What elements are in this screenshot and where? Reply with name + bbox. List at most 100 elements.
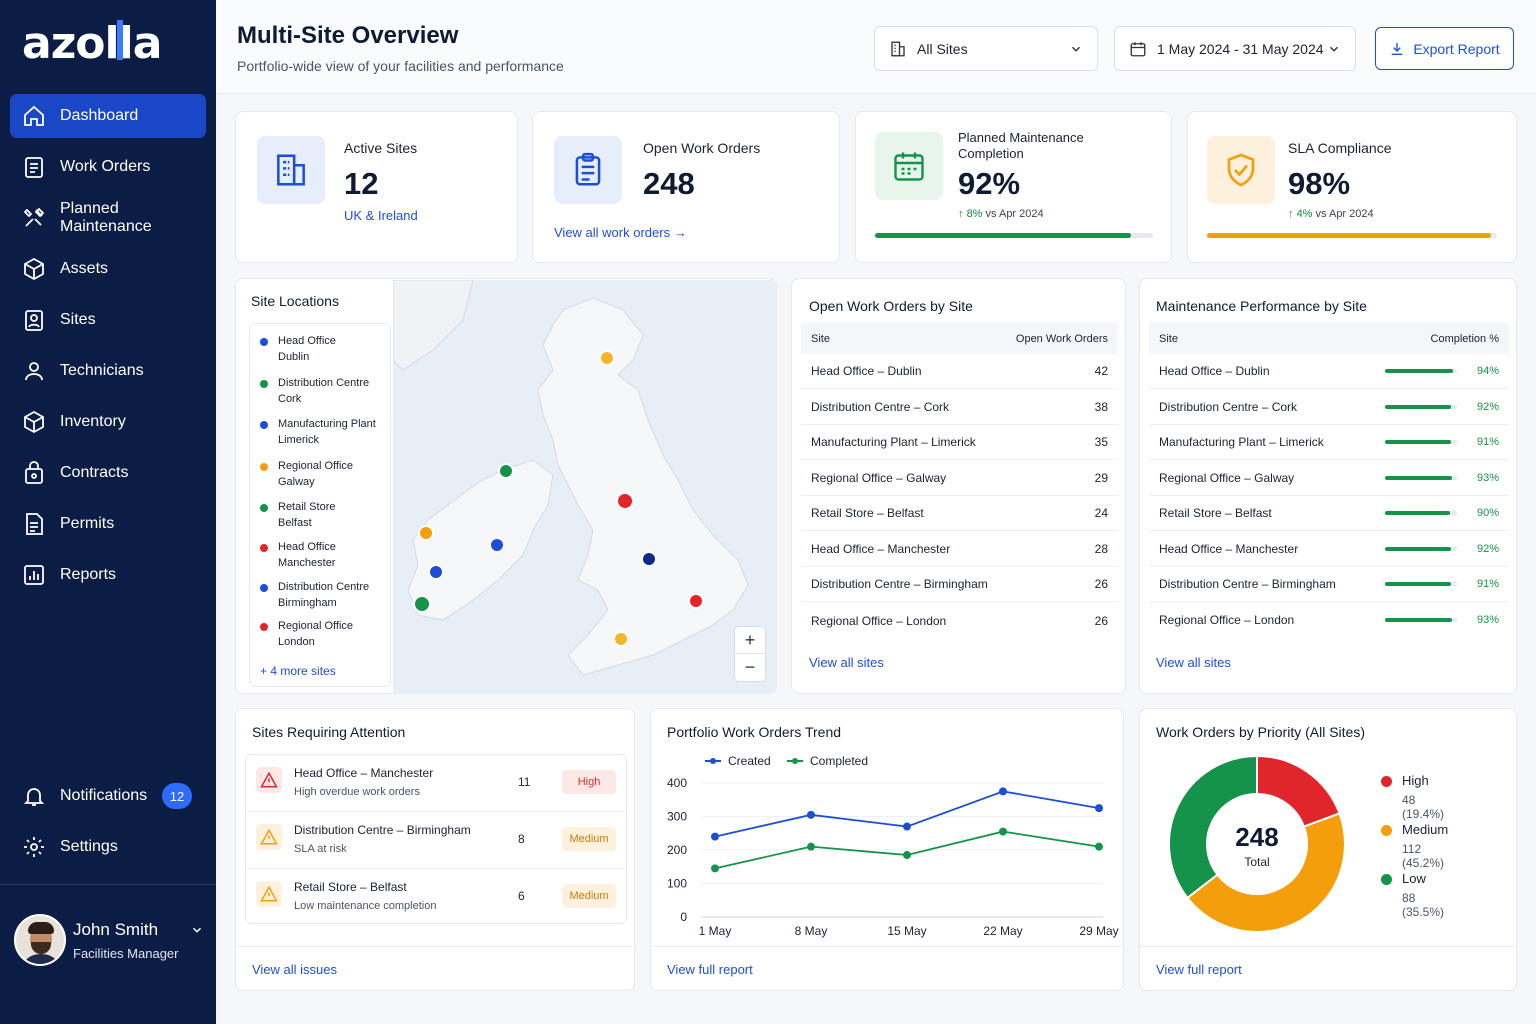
legend-item[interactable]: Head Office Dublin xyxy=(260,333,336,365)
kpi-sub-link[interactable]: UK & Ireland xyxy=(344,208,418,223)
data-point[interactable] xyxy=(711,864,719,873)
kpi-value: 98% xyxy=(1288,166,1351,201)
card-title: Maintenance Performance by Site xyxy=(1156,298,1367,314)
attention-count: 11 xyxy=(518,775,531,789)
brand-logo[interactable]: azolla xyxy=(22,18,162,69)
clipboard-icon xyxy=(554,136,622,204)
chevron-down-icon[interactable] xyxy=(190,923,204,937)
date-range-select[interactable]: 1 May 2024 - 31 May 2024 xyxy=(1114,26,1356,71)
map-pin-dublin[interactable] xyxy=(489,537,505,553)
table-row[interactable]: Head Office – Dublin 42 xyxy=(801,354,1118,389)
attention-row[interactable]: Retail Store – Belfast Low maintenance c… xyxy=(246,869,626,926)
kpi-label: Planned Maintenance Completion xyxy=(958,130,1084,161)
legend-item[interactable]: Distribution Centre Birmingham xyxy=(260,579,369,611)
map-pin-birmingham[interactable] xyxy=(641,551,657,567)
nav-label: Sites xyxy=(60,311,96,328)
site-map[interactable] xyxy=(393,280,777,694)
nav-item-technicians[interactable]: Technicians xyxy=(10,349,206,393)
calendar-icon xyxy=(1130,41,1146,56)
attention-site: Distribution Centre – Birmingham xyxy=(294,823,471,837)
table-row[interactable]: Head Office – Manchester 92% xyxy=(1149,532,1509,567)
view-all-sites-link[interactable]: View all sites xyxy=(1156,655,1231,670)
nav-item-inventory[interactable]: Inventory xyxy=(10,400,206,444)
nav-item-notifications[interactable]: Notifications 12 xyxy=(10,774,206,818)
donut-slice-medium[interactable] xyxy=(1186,812,1346,933)
completion-bar xyxy=(1385,475,1457,480)
more-sites-link[interactable]: + 4 more sites xyxy=(260,664,336,678)
table-row[interactable]: Distribution Centre – Cork 38 xyxy=(801,390,1118,425)
data-point[interactable] xyxy=(903,822,911,831)
attention-issue: SLA at risk xyxy=(294,843,347,855)
building-icon xyxy=(891,41,905,56)
table-row[interactable]: Manufacturing Plant – Limerick 91% xyxy=(1149,425,1509,460)
table-row[interactable]: Regional Office – London 26 xyxy=(811,613,1108,628)
legend-item[interactable]: Head Office Manchester xyxy=(260,539,336,571)
donut-slice-low[interactable] xyxy=(1168,754,1258,900)
data-point[interactable] xyxy=(999,787,1007,796)
map-pin-manchester[interactable] xyxy=(616,492,634,510)
map-pin-cork[interactable] xyxy=(413,595,431,613)
site-select[interactable]: All Sites xyxy=(874,26,1098,71)
table-row[interactable]: Regional Office – Galway 93% xyxy=(1149,461,1509,496)
data-point[interactable] xyxy=(999,827,1007,836)
map-pin-london[interactable] xyxy=(688,593,704,609)
table-row[interactable]: Distribution Centre – Cork 92% xyxy=(1149,390,1509,425)
nav-item-sites[interactable]: Sites xyxy=(10,298,206,342)
map-pin-belfast[interactable] xyxy=(498,463,514,479)
table-row[interactable]: Regional Office – London 93% xyxy=(1149,603,1509,638)
view-full-report-link[interactable]: View full report xyxy=(667,962,753,977)
divider xyxy=(651,946,1123,947)
export-report-button[interactable]: Export Report xyxy=(1375,27,1514,70)
table-row[interactable]: Distribution Centre – Birmingham 91% xyxy=(1149,567,1509,602)
table-row[interactable]: Retail Store – Belfast 24 xyxy=(801,496,1118,531)
zoom-in-button[interactable]: + xyxy=(735,627,765,654)
gear-icon xyxy=(24,837,44,857)
nav-item-settings[interactable]: Settings xyxy=(10,825,206,869)
legend-item[interactable]: Regional Office London xyxy=(260,618,353,650)
map-pin-bristol[interactable] xyxy=(613,631,629,647)
table-row[interactable]: Manufacturing Plant – Limerick 35 xyxy=(801,425,1118,460)
table-row[interactable]: Distribution Centre – Birmingham 26 xyxy=(801,567,1118,602)
attention-count: 8 xyxy=(518,832,525,846)
kpi-label: SLA Compliance xyxy=(1288,140,1392,156)
map-pin-galway[interactable] xyxy=(418,525,434,541)
nav-item-assets[interactable]: Assets xyxy=(10,247,206,291)
nav-item-work-orders[interactable]: Work Orders xyxy=(10,145,206,189)
attention-row[interactable]: Distribution Centre – Birmingham SLA at … xyxy=(246,812,626,869)
arrow-right-icon: → xyxy=(673,225,687,240)
legend-item[interactable]: Regional Office Galway xyxy=(260,458,353,490)
x-tick-label: 22 May xyxy=(983,924,1022,938)
table-row[interactable]: Head Office – Manchester 28 xyxy=(801,532,1118,567)
nav-item-planned-maintenance[interactable]: Planned Maintenance xyxy=(10,196,206,240)
data-point[interactable] xyxy=(807,810,815,819)
view-all-work-orders-link[interactable]: View all work orders → xyxy=(554,225,687,240)
trend-chart[interactable]: Created Completed 0 100 200 300 400 1 May 8 May 1… xyxy=(651,745,1125,975)
data-point[interactable] xyxy=(711,832,719,841)
user-profile[interactable]: John Smith Facilities Manager xyxy=(14,912,204,968)
nav-item-reports[interactable]: Reports xyxy=(10,553,206,597)
donut-slice-high[interactable] xyxy=(1256,754,1341,828)
map-pin-limerick[interactable] xyxy=(428,564,444,580)
legend-item[interactable]: Manufacturing Plant Limerick xyxy=(260,416,376,448)
shield-check-icon xyxy=(1207,136,1275,204)
legend-item[interactable]: Retail Store Belfast xyxy=(260,499,335,531)
nav-item-dashboard[interactable]: Dashboard xyxy=(10,94,206,138)
data-point[interactable] xyxy=(903,851,911,860)
view-full-report-link[interactable]: View full report xyxy=(1156,962,1242,977)
map-pin-aberdeen[interactable] xyxy=(599,350,615,366)
view-all-issues-link[interactable]: View all issues xyxy=(252,962,338,977)
data-point[interactable] xyxy=(1095,804,1103,813)
legend-item[interactable]: Distribution Centre Cork xyxy=(260,375,369,407)
table-row[interactable]: Retail Store – Belfast 90% xyxy=(1149,496,1509,531)
table-row[interactable]: Head Office – Dublin 94% xyxy=(1149,354,1509,389)
nav-item-contracts[interactable]: Contracts xyxy=(10,451,206,495)
zoom-out-button[interactable]: − xyxy=(744,657,756,677)
attention-row[interactable]: Head Office – Manchester High overdue wo… xyxy=(246,755,626,812)
table-row[interactable]: Regional Office – Galway 29 xyxy=(801,461,1118,496)
data-point[interactable] xyxy=(807,842,815,851)
nav-item-permits[interactable]: Permits xyxy=(10,502,206,546)
view-all-sites-link[interactable]: View all sites xyxy=(809,655,884,670)
priority-donut-chart[interactable] xyxy=(1162,749,1352,939)
user-icon xyxy=(25,362,43,381)
data-point[interactable] xyxy=(1095,842,1103,851)
